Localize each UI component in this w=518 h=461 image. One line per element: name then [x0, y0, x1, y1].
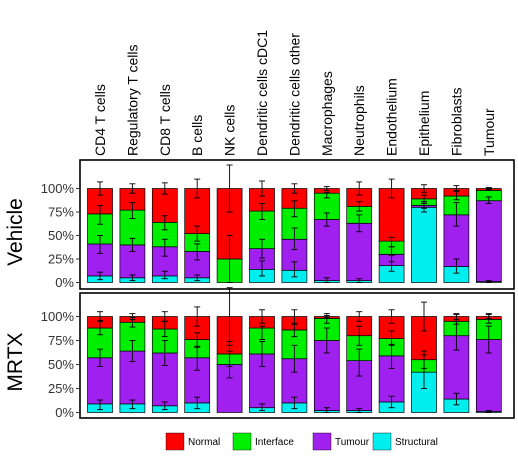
category-label-epithelium: Epithelium: [416, 91, 432, 156]
legend-item-structural: Structural: [373, 433, 438, 450]
bar-regulatory-t-cells: [120, 314, 145, 413]
category-label-dendritic-cells-cdc1: Dendritic cells cDC1: [254, 30, 270, 156]
legend-label: Structural: [395, 437, 438, 448]
segment-tumour: [314, 220, 339, 281]
bar-endothelium: [379, 310, 404, 413]
legend-item-interface: Interface: [233, 433, 294, 450]
bar-dendritic-cells-cdc1: [250, 310, 275, 413]
bar-regulatory-t-cells: [120, 184, 145, 283]
y-tick-label: 0%: [55, 405, 74, 420]
category-label-macrophages: Macrophages: [319, 71, 335, 156]
bar-dendritic-cells-other: [282, 184, 307, 283]
facet-label: MRTX: [4, 332, 27, 391]
bar-macrophages: [314, 187, 339, 283]
legend-label: Interface: [255, 437, 294, 448]
bar-tumour: [476, 314, 501, 413]
bar-cd8-t-cells: [152, 312, 177, 413]
legend-item-normal: Normal: [166, 433, 220, 450]
bar-endothelium: [379, 179, 404, 282]
legend-swatch: [166, 433, 184, 450]
y-tick-label: 0%: [55, 275, 74, 290]
y-tick-label: 100%: [41, 181, 75, 196]
bar-neutrophils: [347, 182, 372, 283]
category-label-b-cells: B cells: [189, 115, 205, 156]
y-tick-label: 25%: [48, 381, 74, 396]
bar-epithelium: [412, 302, 437, 412]
legend-label: Tumour: [335, 437, 370, 448]
legend-swatch: [373, 433, 391, 450]
segment-tumour: [476, 201, 501, 282]
bar-cd4-t-cells: [88, 312, 113, 413]
facet-label: Vehicle: [4, 198, 27, 266]
y-tick-label: 50%: [48, 228, 74, 243]
legend-label: Normal: [188, 437, 220, 448]
legend-item-tumour: Tumour: [313, 433, 370, 450]
segment-structural: [412, 207, 437, 282]
bar-tumour: [476, 188, 501, 283]
bar-b-cells: [185, 307, 210, 413]
category-label-endothelium: Endothelium: [384, 78, 400, 156]
bar-cd4-t-cells: [88, 182, 113, 283]
category-label-neutrophils: Neutrophils: [351, 85, 367, 156]
bar-cd8-t-cells: [152, 183, 177, 283]
category-label-cd4-t-cells: CD4 T cells: [92, 84, 108, 156]
bar-neutrophils: [347, 312, 372, 413]
y-tick-label: 75%: [48, 205, 74, 220]
category-label-dendritic-cells-other: Dendritic cells other: [286, 33, 302, 156]
bar-epithelium: [412, 185, 437, 283]
panels: Vehicle 0% 25% 50% 75% 100% MRTX 0% 25% 50% 75% 100…: [4, 160, 514, 420]
bar-b-cells: [185, 179, 210, 282]
panel-vehicle: Vehicle 0% 25% 50% 75% 100%: [4, 160, 514, 290]
category-labels: CD4 T cells Regulatory T cells CD8 T cells…: [92, 30, 497, 156]
bar-dendritic-cells-other: [282, 310, 307, 413]
bar-nk-cells: [217, 165, 242, 283]
bar-fibroblasts: [444, 186, 469, 283]
category-label-cd8-t-cells: CD8 T cells: [157, 84, 173, 156]
y-tick-label: 50%: [48, 357, 74, 372]
category-label-regulatory-t-cells: Regulatory T cells: [124, 44, 140, 156]
legend: Normal Interface Tumour Structural: [166, 433, 438, 450]
bar-macrophages: [314, 314, 339, 413]
category-label-nk-cells: NK cells: [222, 105, 238, 156]
panel-mrtx: MRTX 0% 25% 50% 75% 100%: [4, 288, 514, 420]
y-tick-label: 25%: [48, 252, 74, 267]
legend-swatch: [313, 433, 331, 450]
bar-nk-cells: [217, 288, 242, 413]
category-label-fibroblasts: Fibroblasts: [448, 88, 464, 156]
y-tick-label: 75%: [48, 333, 74, 348]
bar-fibroblasts: [444, 314, 469, 413]
category-label-tumour: Tumour: [481, 108, 497, 156]
legend-swatch: [233, 433, 251, 450]
y-tick-label: 100%: [41, 309, 75, 324]
bar-dendritic-cells-cdc1: [250, 181, 275, 283]
